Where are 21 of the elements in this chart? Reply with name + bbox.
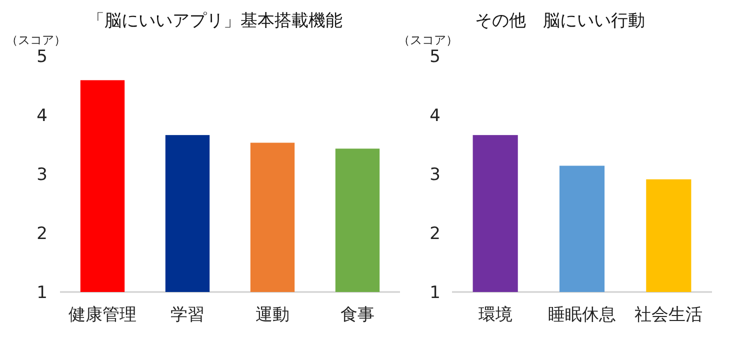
x-tick-label: 睡眠休息 [548, 305, 616, 325]
x-tick-label: 社会生活 [634, 305, 703, 325]
x-tick-label: 運動 [256, 305, 290, 325]
x-tick-label: 環境 [478, 305, 512, 325]
x-tick-label: 健康管理 [68, 305, 136, 325]
y-tick-label: 4 [430, 106, 440, 126]
y-tick-label: 1 [430, 283, 440, 303]
x-tick-label: 学習 [170, 305, 204, 325]
y-tick-label: 3 [430, 165, 440, 185]
y-tick-label: 2 [36, 224, 48, 244]
y-tick-label: 1 [36, 283, 48, 303]
y-tick-label: 2 [430, 224, 440, 244]
y-tick-label: 4 [36, 106, 48, 126]
chart-title: 「脳にいいアプリ」基本搭載機能 [88, 11, 342, 31]
y-axis-title: （スコア） [6, 33, 66, 47]
chart-title: その他 脳にいい行動 [475, 11, 645, 31]
y-tick-label: 5 [36, 47, 48, 67]
y-axis-title: （スコア） [398, 33, 458, 47]
x-tick-label: 食事 [340, 305, 374, 325]
y-tick-label: 5 [430, 47, 440, 67]
y-tick-label: 3 [36, 165, 48, 185]
